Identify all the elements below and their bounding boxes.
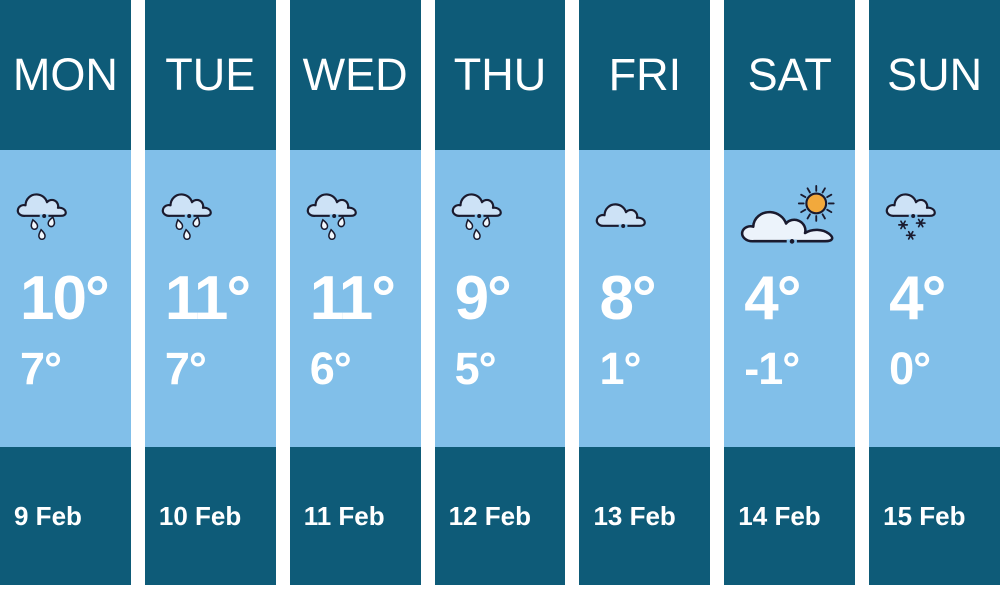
high-temp-label: 11° xyxy=(164,264,251,333)
day-footer: 11 Feb xyxy=(289,447,421,585)
high-temp-label: 11° xyxy=(309,264,396,333)
date-label: 15 Feb xyxy=(883,500,966,531)
day-header: FRI xyxy=(579,0,711,150)
day-header: WED xyxy=(289,0,421,150)
day-name-label: WED xyxy=(302,49,408,100)
high-temp-label: 4° xyxy=(744,264,801,333)
day-footer: 15 Feb xyxy=(869,447,1000,585)
day-name-label: SUN xyxy=(887,49,983,100)
day-body: 11° 6° xyxy=(289,150,421,447)
day-footer: 13 Feb xyxy=(579,447,711,585)
low-temp-label: 1° xyxy=(599,343,641,394)
day-body: 4° 0° xyxy=(869,150,1000,447)
day-column-tue[interactable]: TUE 11° 7° 10 Feb xyxy=(144,0,276,585)
day-name-label: MON xyxy=(12,49,118,100)
high-temp-label: 10° xyxy=(20,264,110,333)
rain-cloud-icon xyxy=(306,193,357,241)
day-column-mon[interactable]: MON 10° 7° 9 Feb xyxy=(0,0,131,585)
weather-icon-box xyxy=(884,185,1000,249)
day-footer: 9 Feb xyxy=(0,447,131,585)
low-temp-label: 5° xyxy=(454,343,497,394)
day-name-label: FRI xyxy=(608,49,682,100)
weather-icon-box xyxy=(305,185,421,249)
low-temp-label: 6° xyxy=(309,343,352,394)
day-name-label: TUE xyxy=(165,49,256,100)
day-header: SAT xyxy=(724,0,856,150)
rain-cloud-icon xyxy=(16,193,67,241)
low-temp-label: 7° xyxy=(20,343,62,394)
day-header: THU xyxy=(434,0,566,150)
low-temp-label: 7° xyxy=(164,343,207,394)
low-temp-label: -1° xyxy=(744,343,800,394)
high-temp-label: 9° xyxy=(454,264,512,333)
day-name-label: SAT xyxy=(747,49,832,100)
day-body: 9° 5° xyxy=(434,150,566,447)
day-name-label: THU xyxy=(453,49,547,100)
day-column-sat[interactable]: SAT xyxy=(724,0,856,585)
day-body: 4° -1° xyxy=(724,150,856,447)
date-label: 9 Feb xyxy=(14,500,82,531)
day-footer: 14 Feb xyxy=(724,447,856,585)
weather-icon-box xyxy=(160,185,276,249)
date-label: 14 Feb xyxy=(738,500,821,531)
date-label: 12 Feb xyxy=(448,500,531,531)
weather-icon-box xyxy=(739,185,855,249)
day-body: 8° 1° xyxy=(579,150,711,447)
day-header: MON xyxy=(0,0,131,150)
day-header: SUN xyxy=(869,0,1000,150)
low-temp-label: 0° xyxy=(889,343,931,394)
day-body: 10° 7° xyxy=(0,150,131,447)
high-temp-label: 4° xyxy=(889,264,946,333)
day-column-thu[interactable]: THU 9° 5° 12 Feb xyxy=(434,0,566,585)
day-footer: 12 Feb xyxy=(434,447,566,585)
snow-cloud-icon xyxy=(885,193,936,240)
weather-icon-box xyxy=(450,185,566,249)
day-footer: 10 Feb xyxy=(144,447,276,585)
date-label: 11 Feb xyxy=(303,500,385,531)
cloud-icon xyxy=(596,203,647,228)
sun-behind-cloud-icon xyxy=(741,185,835,244)
rain-cloud-icon xyxy=(161,193,212,241)
date-label: 13 Feb xyxy=(593,500,676,531)
day-body: 11° 7° xyxy=(144,150,276,447)
weather-icon-box xyxy=(15,185,131,249)
day-header: TUE xyxy=(144,0,276,150)
day-column-sun[interactable]: SUN xyxy=(869,0,1000,585)
day-column-wed[interactable]: WED 11° 6° 11 Feb xyxy=(289,0,421,585)
day-column-fri[interactable]: FRI 8° 1° 13 Feb xyxy=(579,0,711,585)
weather-icon-box xyxy=(594,185,710,249)
date-label: 10 Feb xyxy=(158,500,242,531)
rain-cloud-icon xyxy=(451,193,502,241)
high-temp-label: 8° xyxy=(599,264,656,333)
